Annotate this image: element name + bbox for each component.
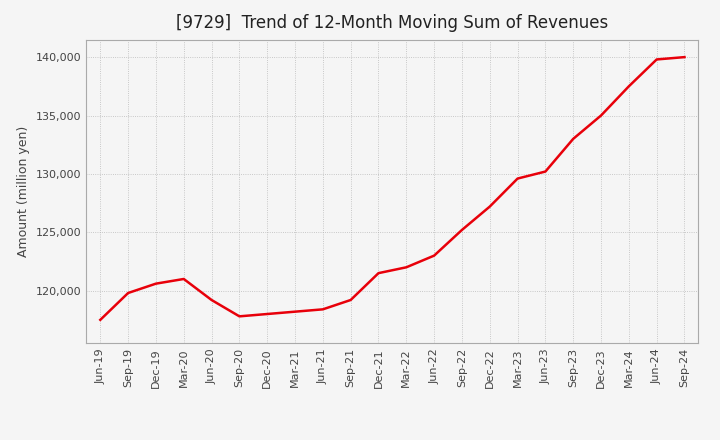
Title: [9729]  Trend of 12-Month Moving Sum of Revenues: [9729] Trend of 12-Month Moving Sum of R… [176,15,608,33]
Y-axis label: Amount (million yen): Amount (million yen) [17,126,30,257]
